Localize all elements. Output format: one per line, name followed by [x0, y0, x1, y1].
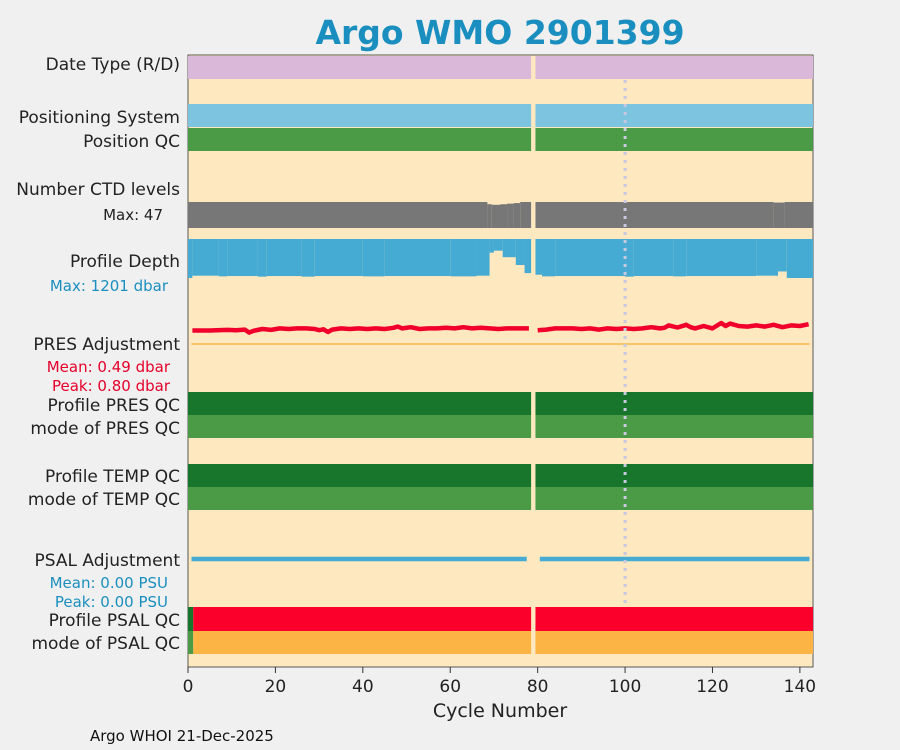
pres-adjustment-line — [192, 324, 529, 335]
label-pres-peak: Peak: 0.80 dbar — [52, 377, 171, 395]
profile-depth-bar — [257, 239, 267, 277]
x-axis: 0 20 40 60 80 100 120 140 — [183, 667, 816, 697]
plot-panel — [187, 54, 814, 668]
ctd-levels-bar — [188, 202, 488, 228]
ctd-levels-bar — [487, 204, 492, 228]
profile-psal-qc-band — [193, 607, 532, 631]
profile-temp-qc-band — [188, 464, 532, 487]
profile-depth-bar — [192, 239, 219, 276]
footer-credit: Argo WHOI 21-Dec-2025 — [90, 727, 274, 745]
profile-temp-qc-band — [535, 464, 813, 487]
profile-depth-bar — [502, 239, 516, 258]
position-qc-band — [535, 128, 813, 151]
ctd-levels-bar — [513, 203, 521, 228]
profile-depth-bar — [476, 239, 490, 276]
profile-psal-qc-band — [535, 607, 813, 631]
label-position-qc: Position QC — [83, 132, 180, 152]
profile-depth-bar — [362, 239, 385, 277]
pres-adjustment-line — [537, 320, 810, 333]
mode-psal-qc-band — [188, 631, 194, 654]
profile-depth-bar — [555, 239, 626, 277]
profile-depth-bar — [188, 239, 193, 278]
positioning-system-band — [535, 104, 813, 127]
label-profile-depth: Profile Depth — [70, 252, 180, 272]
mode-psal-qc-band — [535, 631, 813, 654]
label-profile-psal-qc: Profile PSAL QC — [49, 611, 180, 631]
profile-depth-bar — [384, 239, 451, 277]
x-tick-label: 80 — [527, 677, 549, 697]
chart-title: Argo WMO 2901399 — [315, 13, 684, 52]
ctd-levels-bar — [500, 204, 508, 228]
label-positioning-system: Positioning System — [19, 108, 180, 128]
positioning-system-band — [188, 104, 532, 127]
x-tick-label: 0 — [183, 677, 194, 697]
profile-depth-bar — [227, 239, 258, 277]
label-mode-pres-qc: mode of PRES QC — [30, 419, 180, 439]
x-tick-label: 40 — [352, 677, 374, 697]
label-psal-mean: Mean: 0.00 PSU — [50, 574, 168, 592]
profile-depth-bar — [673, 239, 687, 277]
data-rows — [188, 56, 813, 654]
ctd-levels-bar — [520, 202, 532, 228]
ctd-levels-bar — [773, 202, 785, 228]
profile-depth-bar — [314, 239, 363, 277]
profile-depth-bar — [756, 239, 779, 276]
ctd-levels-bar — [507, 203, 514, 228]
label-mode-temp-qc: mode of TEMP QC — [28, 490, 180, 510]
profile-psal-qc-band — [188, 607, 194, 631]
ctd-levels-bar — [491, 204, 501, 228]
profile-pres-qc-band — [535, 392, 813, 415]
ctd-levels-bar — [784, 202, 813, 228]
label-psal-peak: Peak: 0.00 PSU — [55, 593, 168, 611]
label-profile-pres-qc: Profile PRES QC — [47, 396, 180, 416]
date-type-band — [188, 56, 532, 79]
x-tick-label: 120 — [696, 677, 728, 697]
profile-depth-bar — [489, 239, 494, 253]
profile-depth-bar — [301, 239, 315, 277]
label-ctd-max: Max: 47 — [103, 206, 163, 224]
profile-depth-bar — [778, 239, 787, 272]
profile-depth-bar — [524, 239, 532, 274]
profile-depth-bar — [515, 239, 525, 265]
label-pres-mean: Mean: 0.49 dbar — [47, 358, 171, 376]
row-labels: Date Type (R/D) Positioning System Posit… — [16, 55, 180, 654]
x-tick-label: 100 — [609, 677, 641, 697]
position-qc-band — [188, 128, 532, 151]
ctd-levels-bar — [535, 202, 774, 228]
label-profile-temp-qc: Profile TEMP QC — [45, 467, 180, 487]
label-psal-adjustment: PSAL Adjustment — [35, 551, 181, 571]
label-mode-psal-qc: mode of PSAL QC — [31, 634, 180, 654]
profile-depth-bar — [535, 239, 543, 275]
x-axis-label: Cycle Number — [433, 700, 567, 722]
profile-depth-bar — [450, 239, 477, 277]
mode-pres-qc-band — [188, 415, 532, 438]
x-tick-label: 60 — [439, 677, 461, 697]
profile-depth-bar — [542, 239, 556, 277]
label-date-type: Date Type (R/D) — [46, 55, 180, 75]
mode-psal-qc-band — [193, 631, 532, 654]
label-depth-max: Max: 1201 dbar — [50, 277, 169, 295]
x-tick-label: 20 — [265, 677, 287, 697]
mode-temp-qc-band — [188, 487, 532, 510]
mode-pres-qc-band — [535, 415, 813, 438]
profile-depth-bar — [786, 239, 813, 278]
date-type-band — [535, 56, 813, 79]
profile-depth-bar — [218, 239, 228, 277]
profile-depth-bar — [686, 239, 757, 277]
label-ctd-levels: Number CTD levels — [16, 180, 180, 200]
profile-depth-bar — [625, 239, 634, 277]
x-tick-label: 140 — [784, 677, 816, 697]
label-pres-adjustment: PRES Adjustment — [33, 335, 180, 355]
profile-depth-bar — [266, 239, 302, 277]
profile-pres-qc-band — [188, 392, 532, 415]
profile-depth-bar — [493, 239, 503, 251]
profile-depth-bar — [633, 239, 674, 277]
mode-temp-qc-band — [535, 487, 813, 510]
